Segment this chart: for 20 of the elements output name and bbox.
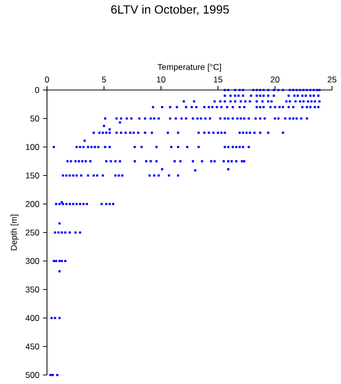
y-tick-label: 350 xyxy=(26,286,40,292)
y-tick-label: 250 xyxy=(26,230,40,236)
x-axis-title: Temperature [°C] xyxy=(158,64,221,72)
y-axis-title: Depth [m] xyxy=(10,214,19,250)
x-tick-label: 10 xyxy=(156,76,166,82)
x-tick-label: 15 xyxy=(214,76,222,82)
y-tick-label: 150 xyxy=(26,172,40,178)
chart-title: 6LTV in October, 1995 xyxy=(111,4,229,16)
y-tick-label: 100 xyxy=(26,144,40,150)
y-tick-label: 300 xyxy=(26,258,40,264)
x-tick-label: 0 xyxy=(44,76,50,82)
y-tick-label: 500 xyxy=(26,372,40,378)
x-tick-label: 25 xyxy=(328,76,336,82)
y-tick-label: 400 xyxy=(26,315,40,321)
x-tick-label: 5 xyxy=(102,76,106,82)
y-tick-label: 200 xyxy=(26,201,40,207)
y-tick-label: 50 xyxy=(30,116,40,122)
y-tick-label: 450 xyxy=(26,344,40,350)
y-tick-label: 0 xyxy=(35,87,40,93)
x-tick-label: 20 xyxy=(270,76,280,82)
